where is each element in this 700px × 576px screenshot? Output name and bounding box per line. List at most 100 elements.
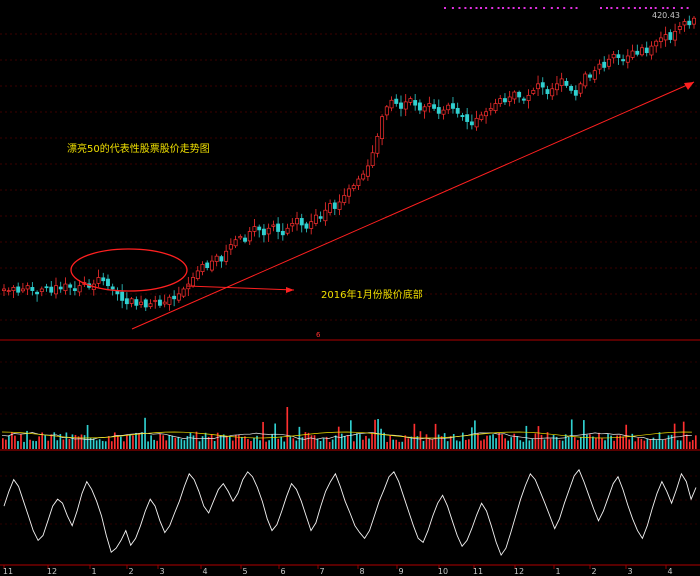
x-tick-label: 2 (128, 567, 133, 576)
volume-bar (195, 431, 198, 449)
candle-body (644, 47, 649, 54)
candle-body (380, 116, 385, 140)
candle-body (635, 50, 640, 55)
volume-bar (365, 435, 367, 449)
volume-bar (174, 437, 177, 449)
volume-bar (673, 423, 676, 449)
volume-bar (259, 440, 261, 449)
bottom-arrow-line (186, 285, 295, 291)
candle-body (243, 237, 247, 242)
volume-bar (471, 427, 473, 449)
candle-body (673, 30, 678, 41)
volume-layer (1, 407, 697, 449)
volume-bar (543, 439, 546, 449)
volume-bar (235, 434, 237, 449)
volume-bar (419, 431, 422, 449)
candle-body (228, 244, 233, 250)
candle-body (195, 270, 200, 279)
top-marker (502, 7, 505, 9)
volume-bar (655, 440, 658, 449)
candle-body (384, 106, 389, 116)
volume-bar (567, 436, 570, 449)
candle-body (583, 73, 588, 87)
volume-bar (219, 435, 222, 449)
volume-bar (53, 432, 56, 449)
volume-bar (147, 441, 149, 449)
volume-bar (362, 439, 364, 449)
volume-bar (313, 435, 316, 449)
candle-body (342, 195, 347, 203)
candle-body (124, 298, 129, 305)
bottom-arrow-head (286, 287, 294, 293)
candle-body (521, 98, 526, 101)
volume-bar (2, 438, 4, 449)
volume-bar (610, 435, 612, 449)
volume-bar (431, 439, 434, 449)
candle-body (285, 227, 290, 234)
candle-body (2, 288, 6, 291)
top-marker (507, 7, 510, 9)
candle-body (261, 228, 266, 236)
candle-body (531, 90, 536, 94)
x-tick-label: 2 (591, 567, 596, 576)
candle-body (35, 291, 40, 295)
volume-bar (658, 432, 661, 449)
volume-bar (62, 439, 65, 449)
volume-bar (564, 434, 567, 449)
volume-bar (437, 434, 440, 449)
volume-bar (244, 436, 246, 449)
x-tick-label: 3 (159, 567, 164, 576)
volume-bar (407, 438, 410, 449)
volume-bar (177, 436, 180, 449)
volume-bar (601, 438, 603, 449)
volume-bar (395, 439, 398, 449)
volume-bar (374, 419, 376, 449)
volume-bar (549, 438, 552, 449)
top-marker (451, 7, 454, 9)
candle-body (559, 78, 564, 86)
candle-body (205, 262, 210, 268)
indicator-line (3, 468, 697, 557)
volume-bar (253, 437, 255, 449)
volume-bar (552, 435, 555, 449)
candle-body (181, 288, 186, 297)
candle-body (172, 295, 177, 300)
volume-bar (262, 421, 264, 449)
volume-bar (71, 434, 74, 449)
volume-bar (289, 436, 292, 449)
candle-body (120, 291, 125, 301)
candle-body (129, 298, 134, 304)
volume-bar (670, 434, 673, 449)
volume-bar (189, 432, 192, 449)
volume-bar (65, 432, 68, 449)
candle-body (167, 296, 172, 305)
top-marker (644, 7, 647, 9)
volume-bar (41, 432, 44, 449)
volume-bar (531, 438, 534, 449)
volume-bar (592, 436, 594, 449)
volume-bar (271, 434, 273, 449)
volume-ma-line (1, 431, 692, 441)
volume-bar (192, 435, 195, 449)
candle-body (517, 91, 522, 98)
candle-body (640, 47, 644, 56)
volume-bar (210, 434, 213, 449)
volume-bar (528, 440, 531, 449)
volume-bar (265, 441, 267, 449)
volume-bar (558, 440, 561, 449)
candle-body (332, 202, 337, 209)
candle-body (347, 188, 351, 197)
candle-body (158, 299, 162, 306)
x-tick-label: 9 (398, 567, 403, 576)
volume-bar (682, 421, 685, 449)
volume-bar (32, 440, 34, 449)
candle-body (328, 203, 333, 213)
candle-body (313, 214, 318, 224)
volume-bar (477, 433, 479, 449)
candle-body (233, 239, 238, 247)
candle-body (224, 250, 229, 262)
candle-body (266, 227, 271, 235)
candles-layer (2, 15, 696, 312)
volume-bar (162, 435, 165, 449)
